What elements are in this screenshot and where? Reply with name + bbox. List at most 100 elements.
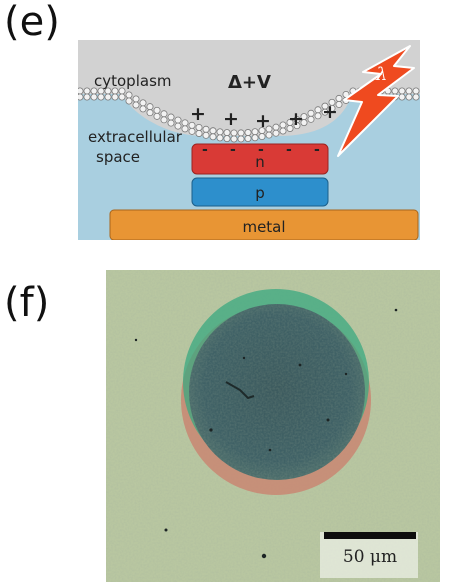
membrane-positive-charges: + + + + +	[190, 101, 338, 132]
lipid-bead	[104, 93, 112, 101]
p-layer-label: p	[255, 184, 265, 202]
microscope-image: 50 μm	[106, 270, 440, 582]
lipid-bead	[391, 87, 399, 95]
lipid-bead	[335, 100, 343, 108]
lipid-bead	[286, 124, 294, 132]
metal-layer	[109, 209, 419, 240]
lipid-bead	[146, 109, 154, 117]
lipid-bead	[265, 131, 273, 139]
scale-bar-label: 50 μm	[343, 547, 397, 567]
lipid-bead	[174, 116, 182, 124]
lipid-bead	[78, 93, 84, 101]
lipid-bead	[146, 103, 154, 111]
lipid-bead	[83, 93, 91, 101]
plus-sign: +	[288, 108, 304, 130]
lightning-icon: λ	[337, 45, 415, 157]
minus-sign: -	[230, 142, 236, 158]
minus-sign: -	[258, 142, 264, 158]
lipid-bead	[160, 110, 168, 118]
lipid-bead	[230, 135, 238, 143]
lipid-bead	[412, 93, 420, 101]
lipid-bead	[78, 87, 84, 95]
n-layer	[191, 143, 329, 175]
disk-texture	[189, 304, 365, 480]
extracellular-label: extracellular	[88, 128, 183, 146]
minus-sign: -	[202, 142, 208, 158]
plus-sign: +	[190, 103, 206, 125]
plus-sign: +	[223, 108, 239, 130]
lipid-bead	[97, 93, 105, 101]
minus-sign: -	[314, 142, 320, 158]
lipid-bead	[160, 116, 168, 124]
lipid-bead	[139, 99, 147, 107]
crack-mark	[225, 381, 255, 400]
space-label: space	[96, 148, 140, 166]
plus-sign: +	[322, 101, 338, 123]
panel-label-f: (f)	[4, 280, 50, 326]
lipid-bead	[202, 131, 210, 139]
lipid-bead	[237, 129, 245, 137]
lipid-bead	[174, 122, 182, 130]
lipid-bead	[195, 123, 203, 131]
lipid-bead	[405, 93, 413, 101]
lipid-bead	[258, 133, 266, 141]
lipid-bead	[237, 135, 245, 143]
lambda-label: λ	[375, 64, 387, 85]
lipid-bead	[125, 91, 133, 99]
lipid-bead	[321, 108, 329, 116]
lipid-bead	[188, 127, 196, 135]
plus-sign: +	[255, 110, 271, 132]
lipid-bead	[181, 119, 189, 127]
lipid-bead	[223, 135, 231, 143]
lipid-bead	[223, 129, 231, 137]
lipid-bead	[195, 129, 203, 137]
scale-bar	[324, 532, 416, 539]
minus-sign: -	[286, 142, 292, 158]
n-layer-label: n	[255, 153, 265, 171]
lipid-bead	[279, 127, 287, 135]
lipid-bead	[244, 129, 252, 137]
lipid-bead	[83, 87, 91, 95]
lipid-bead	[405, 87, 413, 95]
lipid-bead	[314, 106, 322, 114]
lipid-bead	[118, 93, 126, 101]
lipid-bead	[300, 119, 308, 127]
lipid-bead	[153, 106, 161, 114]
panel-label-e: (e)	[4, 0, 60, 45]
voltage-label: Δ+V	[228, 72, 271, 93]
metal-layer-label: metal	[242, 218, 285, 236]
scale-bar-box	[320, 532, 418, 578]
lipid-bead	[209, 127, 217, 135]
lipid-bead	[307, 109, 315, 117]
lipid-bead	[181, 125, 189, 133]
lipid-bead	[398, 93, 406, 101]
lipid-bead	[251, 134, 259, 142]
lipid-bead	[412, 87, 420, 95]
lipid-bead	[272, 129, 280, 137]
lipid-bead	[209, 133, 217, 141]
lipid-bead	[167, 119, 175, 127]
lipid-bead	[293, 122, 301, 130]
p-layer	[191, 177, 329, 207]
cytoplasm-label: cytoplasm	[94, 72, 172, 90]
lipid-bead	[398, 87, 406, 95]
lipid-bead	[132, 95, 140, 103]
lipid-bead	[230, 129, 238, 137]
n-layer-negative-charges: - - - - -	[202, 142, 320, 158]
lipid-bead	[202, 125, 210, 133]
lipid-bead	[125, 97, 133, 105]
lipid-bead	[167, 113, 175, 121]
lipid-bead	[139, 105, 147, 113]
lipid-bead	[314, 112, 322, 120]
lipid-bead	[153, 112, 161, 120]
lipid-bead	[111, 93, 119, 101]
membrane-device-diagram: cytoplasm Δ+V extracellular space + + + …	[78, 40, 420, 240]
lipid-bead	[272, 123, 280, 131]
lipid-bead	[244, 135, 252, 143]
lipid-bead	[279, 121, 287, 129]
debris-specks	[134, 308, 398, 559]
lipid-bead	[307, 115, 315, 123]
lipid-bead	[216, 134, 224, 142]
lipid-bead	[132, 101, 140, 109]
lipid-bead	[328, 104, 336, 112]
